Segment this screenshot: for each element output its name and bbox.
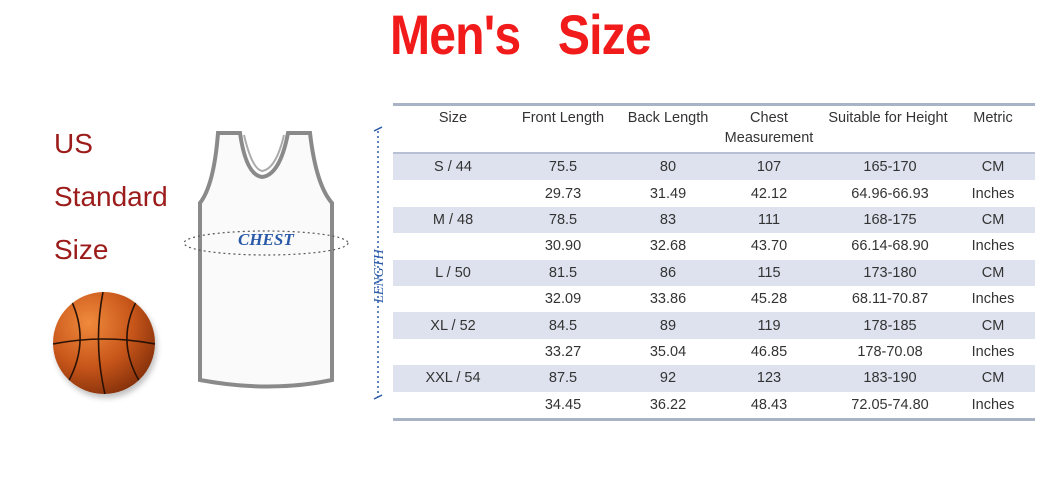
cell-back-length: 35.04 bbox=[649, 343, 687, 360]
cell-height: 72.05-74.80 bbox=[851, 396, 929, 413]
length-label: LENGTH bbox=[372, 248, 387, 304]
cell-front-length: 87.5 bbox=[513, 365, 613, 392]
cell-size bbox=[393, 286, 513, 312]
cell-front-length: 81.5 bbox=[513, 259, 613, 286]
cell-chest: 123 bbox=[723, 365, 815, 392]
table-row: L / 50 81.5 86 115 173-180 CM bbox=[393, 259, 1035, 286]
cell-chest: 43.70 bbox=[750, 238, 788, 255]
cell-front-length: 78.5 bbox=[513, 206, 613, 234]
cell-chest: 45.28 bbox=[750, 291, 788, 308]
cell-chest: 115 bbox=[723, 259, 815, 286]
cell-back-length: 92 bbox=[613, 365, 723, 392]
cell-front-length: 34.45 bbox=[544, 396, 582, 413]
cell-metric: Inches bbox=[971, 396, 1015, 413]
header-metric: Metric bbox=[951, 104, 1035, 154]
table-row: M / 48 78.5 83 111 168-175 CM bbox=[393, 206, 1035, 234]
cell-chest: 46.85 bbox=[750, 343, 788, 360]
cell-height: 178-70.08 bbox=[857, 343, 923, 360]
length-indicator: LENGTH bbox=[372, 126, 387, 400]
table-row: 29.73 31.49 42.12 64.96-66.93 Inches bbox=[393, 180, 1035, 206]
table-row: XL / 52 84.5 89 119 178-185 CM bbox=[393, 312, 1035, 339]
cell-height: 64.96-66.93 bbox=[851, 185, 929, 202]
table-row: 34.45 36.22 48.43 72.05-74.80 Inches bbox=[393, 392, 1035, 420]
cell-front-length: 75.5 bbox=[513, 153, 613, 181]
table-row: 30.90 32.68 43.70 66.14-68.90 Inches bbox=[393, 233, 1035, 259]
cell-front-length: 33.27 bbox=[544, 343, 582, 360]
cell-height: 66.14-68.90 bbox=[851, 238, 929, 255]
cell-back-length: 83 bbox=[613, 206, 723, 234]
cell-size bbox=[393, 233, 513, 259]
basketball-icon bbox=[53, 292, 155, 394]
cell-size bbox=[393, 180, 513, 206]
cell-height: 183-190 bbox=[815, 365, 951, 392]
cell-metric: Inches bbox=[971, 343, 1015, 360]
cell-chest: 48.43 bbox=[750, 396, 788, 413]
cell-size bbox=[393, 392, 513, 420]
cell-back-length: 86 bbox=[613, 259, 723, 286]
cell-front-length: 29.73 bbox=[544, 185, 582, 202]
header-chest: Chest Measurement bbox=[723, 104, 815, 154]
cell-back-length: 80 bbox=[613, 153, 723, 181]
cell-height: 178-185 bbox=[815, 312, 951, 339]
side-label-line-3: Size bbox=[54, 234, 109, 265]
cell-chest: 119 bbox=[723, 312, 815, 339]
page-title: Men's Size bbox=[390, 3, 652, 66]
header-size: Size bbox=[393, 104, 513, 154]
cell-height: 173-180 bbox=[815, 259, 951, 286]
cell-metric: Inches bbox=[971, 291, 1015, 308]
cell-back-length: 32.68 bbox=[649, 238, 687, 255]
cell-chest: 42.12 bbox=[750, 185, 788, 202]
cell-front-length: 32.09 bbox=[544, 291, 582, 308]
table-row: 33.27 35.04 46.85 178-70.08 Inches bbox=[393, 339, 1035, 365]
table-row: 32.09 33.86 45.28 68.11-70.87 Inches bbox=[393, 286, 1035, 312]
cell-front-length: 30.90 bbox=[544, 238, 582, 255]
cell-chest: 111 bbox=[723, 206, 815, 234]
cell-size: XXL / 54 bbox=[393, 365, 513, 392]
cell-metric: CM bbox=[951, 206, 1035, 234]
cell-size: S / 44 bbox=[393, 153, 513, 181]
chest-label: CHEST bbox=[238, 230, 294, 249]
cell-back-length: 89 bbox=[613, 312, 723, 339]
cell-height: 68.11-70.87 bbox=[851, 291, 929, 308]
header-front-length: Front Length bbox=[513, 104, 613, 154]
table-row: S / 44 75.5 80 107 165-170 CM bbox=[393, 153, 1035, 181]
cell-metric: Inches bbox=[971, 185, 1015, 202]
cell-height: 168-175 bbox=[815, 206, 951, 234]
cell-metric: CM bbox=[951, 153, 1035, 181]
cell-chest: 107 bbox=[723, 153, 815, 181]
cell-size: XL / 52 bbox=[393, 312, 513, 339]
jersey-diagram: CHEST bbox=[183, 131, 349, 389]
table-header-row: Size Front Length Back Length Chest Meas… bbox=[393, 104, 1035, 154]
cell-size: L / 50 bbox=[393, 259, 513, 286]
cell-metric: CM bbox=[951, 259, 1035, 286]
cell-size bbox=[393, 339, 513, 365]
header-back-length: Back Length bbox=[613, 104, 723, 154]
cell-metric: CM bbox=[951, 365, 1035, 392]
cell-back-length: 31.49 bbox=[649, 185, 687, 202]
header-height: Suitable for Height bbox=[815, 104, 951, 154]
cell-metric: CM bbox=[951, 312, 1035, 339]
cell-metric: Inches bbox=[971, 238, 1015, 255]
side-label-line-1: US bbox=[54, 128, 93, 159]
cell-height: 165-170 bbox=[815, 153, 951, 181]
cell-back-length: 36.22 bbox=[649, 396, 687, 413]
cell-front-length: 84.5 bbox=[513, 312, 613, 339]
table-row: XXL / 54 87.5 92 123 183-190 CM bbox=[393, 365, 1035, 392]
cell-size: M / 48 bbox=[393, 206, 513, 234]
side-label-line-2: Standard bbox=[54, 181, 168, 212]
cell-back-length: 33.86 bbox=[649, 291, 687, 308]
size-table: Size Front Length Back Length Chest Meas… bbox=[393, 103, 1035, 421]
